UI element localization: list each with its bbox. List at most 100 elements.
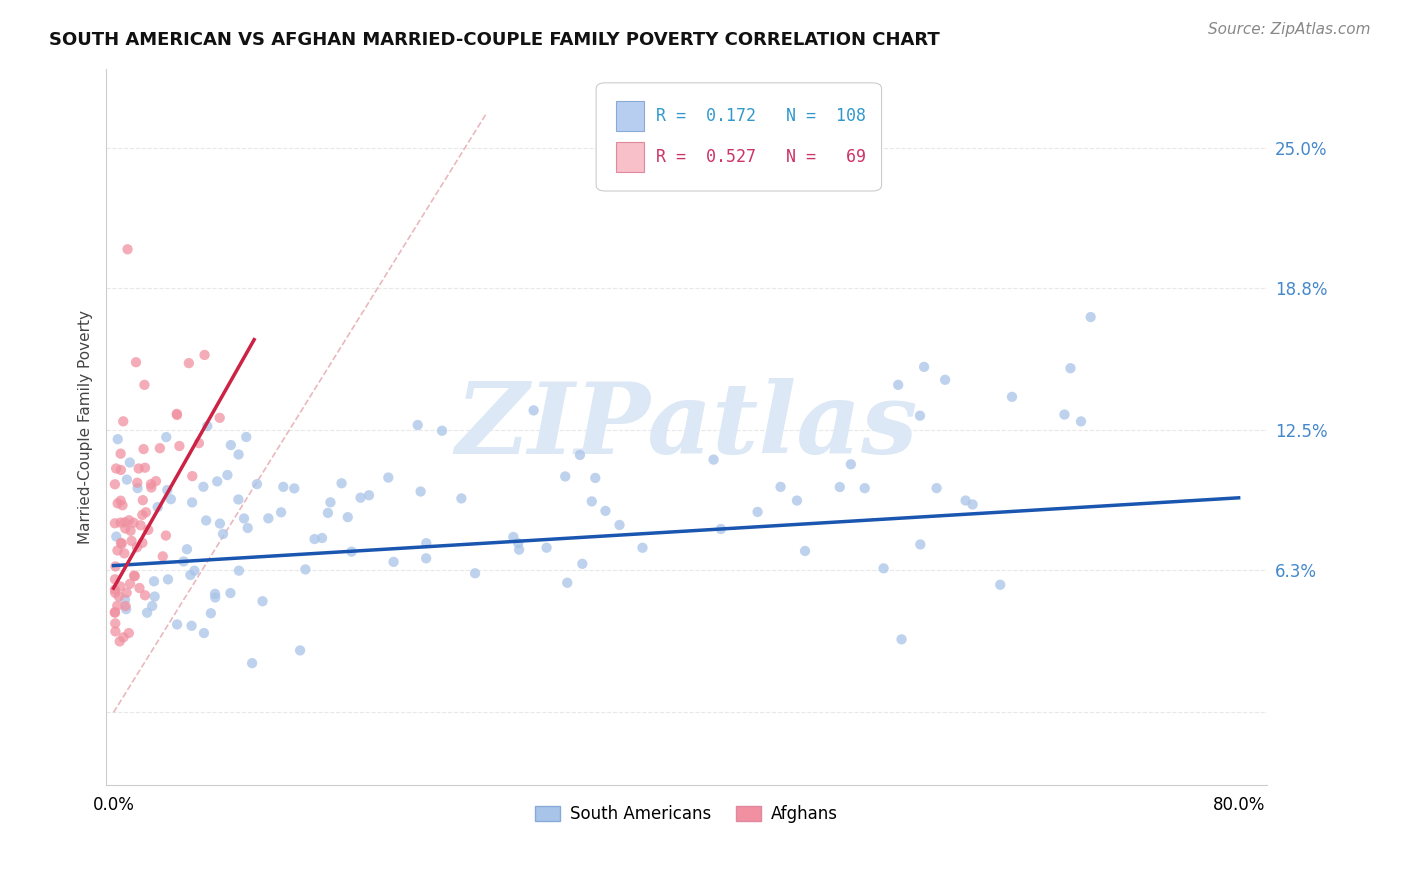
Text: SOUTH AMERICAN VS AFGHAN MARRIED-COUPLE FAMILY POVERTY CORRELATION CHART: SOUTH AMERICAN VS AFGHAN MARRIED-COUPLE … bbox=[49, 31, 941, 49]
Point bbox=[136, 606, 159, 620]
Point bbox=[108, 634, 131, 648]
Point bbox=[110, 463, 132, 477]
Point bbox=[555, 575, 578, 590]
Point bbox=[349, 491, 371, 505]
Point bbox=[794, 544, 817, 558]
Point bbox=[208, 410, 231, 425]
Point bbox=[406, 417, 429, 432]
Point bbox=[311, 531, 333, 545]
Point bbox=[104, 477, 127, 491]
Point bbox=[217, 468, 239, 483]
Point bbox=[156, 573, 179, 587]
Point bbox=[127, 481, 149, 495]
Point bbox=[288, 643, 311, 657]
Point bbox=[934, 373, 956, 387]
Text: R =  0.527   N =   69: R = 0.527 N = 69 bbox=[657, 147, 866, 166]
Point bbox=[104, 624, 127, 639]
Point bbox=[872, 561, 894, 575]
Point bbox=[450, 491, 472, 506]
Point bbox=[219, 438, 242, 452]
Point bbox=[235, 430, 257, 444]
Point bbox=[146, 500, 169, 514]
Point bbox=[233, 511, 256, 525]
Point bbox=[890, 632, 912, 647]
Point bbox=[135, 505, 157, 519]
Point bbox=[122, 568, 145, 582]
FancyBboxPatch shape bbox=[616, 142, 644, 171]
Point bbox=[581, 494, 603, 508]
Point bbox=[124, 569, 146, 583]
Point bbox=[283, 482, 305, 496]
Point bbox=[195, 513, 218, 527]
Point bbox=[115, 473, 138, 487]
Point bbox=[415, 536, 437, 550]
Point bbox=[430, 424, 453, 438]
Point bbox=[166, 408, 188, 422]
Point bbox=[139, 477, 162, 491]
Point bbox=[377, 470, 399, 484]
Point bbox=[114, 521, 136, 535]
Point bbox=[112, 631, 135, 645]
Point bbox=[236, 521, 259, 535]
Point bbox=[114, 592, 136, 607]
Point bbox=[155, 528, 177, 542]
Point bbox=[571, 557, 593, 571]
Text: R =  0.172   N =  108: R = 0.172 N = 108 bbox=[657, 107, 866, 125]
Point bbox=[228, 492, 250, 507]
Point bbox=[118, 513, 141, 527]
Point bbox=[115, 602, 138, 616]
Point bbox=[508, 536, 530, 550]
Point bbox=[122, 516, 145, 530]
Point bbox=[114, 599, 136, 613]
Point bbox=[125, 541, 148, 555]
Point bbox=[104, 559, 127, 574]
Point bbox=[1070, 414, 1092, 428]
Point bbox=[962, 498, 984, 512]
Point bbox=[336, 510, 359, 524]
Point bbox=[104, 582, 127, 597]
Point bbox=[128, 461, 150, 475]
Point bbox=[357, 488, 380, 502]
Point bbox=[120, 524, 142, 538]
Point bbox=[252, 594, 274, 608]
Point bbox=[143, 590, 166, 604]
Point bbox=[117, 242, 139, 256]
Point bbox=[134, 377, 156, 392]
Point bbox=[166, 407, 188, 421]
Point bbox=[988, 578, 1011, 592]
Point bbox=[1059, 361, 1081, 376]
Point bbox=[208, 516, 231, 531]
Point bbox=[319, 495, 342, 509]
Point bbox=[104, 572, 127, 586]
Point bbox=[107, 432, 129, 446]
Point bbox=[115, 585, 138, 599]
Point bbox=[583, 471, 606, 485]
Point bbox=[112, 414, 135, 428]
Point bbox=[257, 511, 280, 525]
Point bbox=[240, 656, 263, 670]
Point bbox=[104, 605, 127, 619]
Point bbox=[132, 442, 155, 456]
Point bbox=[887, 377, 910, 392]
Point bbox=[121, 533, 143, 548]
Point bbox=[536, 541, 558, 555]
Point bbox=[129, 518, 152, 533]
Point bbox=[125, 355, 148, 369]
Point bbox=[111, 537, 134, 551]
Point bbox=[173, 554, 195, 568]
Point bbox=[595, 504, 617, 518]
Point bbox=[271, 480, 294, 494]
Point bbox=[181, 495, 204, 509]
Point bbox=[141, 481, 163, 495]
Point bbox=[134, 588, 156, 602]
Point bbox=[107, 496, 129, 510]
Point bbox=[183, 564, 205, 578]
Point bbox=[508, 542, 530, 557]
Point bbox=[112, 546, 135, 560]
Point bbox=[839, 457, 862, 471]
Point bbox=[169, 439, 191, 453]
Legend: South Americans, Afghans: South Americans, Afghans bbox=[529, 799, 845, 830]
Point bbox=[110, 579, 132, 593]
Point bbox=[747, 505, 769, 519]
Point bbox=[409, 484, 432, 499]
